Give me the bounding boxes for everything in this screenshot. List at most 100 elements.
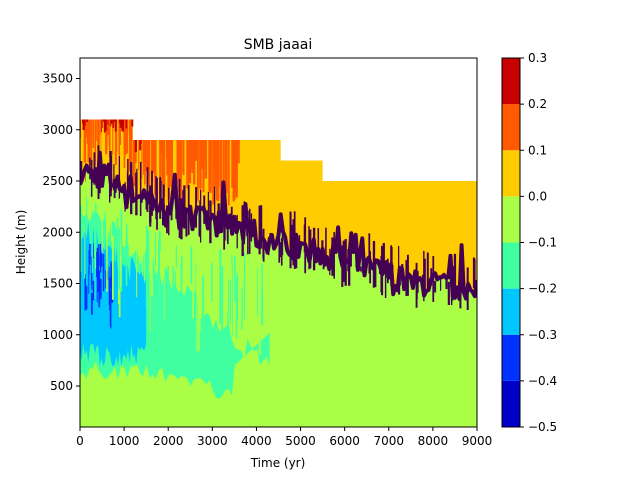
accumulation-strong-streak [118,119,122,145]
ablation-very-strong-streak [89,243,91,265]
accumulation-strong-streak [167,140,170,200]
accumulation-strong-streak [85,119,88,138]
accumulation-strong-streak [152,140,156,158]
ablation-streak [149,261,151,331]
y-tick-label: 500 [50,379,73,393]
colorbar-segment [502,288,520,335]
ablation-very-strong-streak [96,247,99,278]
x-tick-label: 0 [76,434,84,448]
accumulation-max-streak [131,119,134,127]
ablation-very-strong-streak [84,274,86,311]
ablation-streak [147,230,150,282]
x-tick-label: 4000 [241,434,272,448]
accumulation-strong-streak [141,140,143,163]
ablation-streak [172,266,174,302]
ablation-streak [163,268,165,321]
ablation-streak [192,241,194,319]
accumulation-strong-streak [165,140,168,160]
accumulation-strong-streak [237,140,240,164]
ablation-streak [196,256,197,289]
ablation-streak [80,205,82,272]
accumulation-strong-streak [88,119,91,172]
accumulation-strong-streak [92,119,95,148]
accumulation-strong-streak [112,119,114,156]
accumulation-strong-streak [108,119,111,158]
accumulation-strong-streak [146,140,150,178]
accumulation-strong-streak [187,140,191,184]
accumulation-max-streak [121,119,123,125]
accumulation-strong-streak [144,140,148,172]
ablation-streak [190,247,193,284]
ablation-streak [181,255,183,283]
ablation-streak [234,256,236,302]
accumulation-strong-streak [200,140,202,183]
x-axis: 0 1000 2000 3000 4000 5000 6000 7000 8000 9000 [76,427,492,448]
chart-title: SMB jaaai [244,37,313,53]
ablation-streak [136,233,138,298]
ablation-streak [180,264,182,333]
ablation-streak [118,228,121,290]
accumulation-strong-streak [94,119,97,166]
y-tick-label: 3000 [42,123,73,137]
accumulation-strong-streak [227,140,230,206]
ablation-streak [261,263,263,323]
accumulation-strong-streak [203,140,206,163]
accumulation-max-streak [119,119,122,128]
ablation-streak [120,211,123,292]
accumulation-strong-streak [143,140,146,175]
accumulation-strong-streak [160,140,163,153]
accumulation-strong-streak [132,140,136,187]
ablation-streak [150,232,153,297]
accumulation-strong-streak [233,140,236,200]
ablation-streak [91,209,93,274]
ablation-streak [199,250,201,331]
accumulation-max-streak [84,119,86,126]
accumulation-strong-streak [138,140,140,170]
ablation-very-strong-streak [105,270,107,289]
ablation-streak [227,284,230,312]
accumulation-strong-streak [194,140,198,161]
ablation-streak [146,225,148,260]
accumulation-strong-streak [200,140,203,169]
ablation-streak [239,287,242,345]
accumulation-strong-streak [80,119,81,139]
accumulation-strong-streak [210,140,212,176]
ablation-streak [261,293,264,325]
accumulation-max-streak [121,119,124,131]
colorbar-segment [502,150,520,197]
ablation-streak [229,279,231,325]
ablation-streak [175,245,177,269]
ablation-streak [104,210,106,233]
x-tick-label: 9000 [462,434,493,448]
accumulation-strong-streak [197,140,199,203]
ablation-streak [241,288,243,330]
accumulation-max-streak [110,119,113,124]
ablation-streak [145,255,147,308]
ablation-streak [154,233,156,266]
accumulation-strong-streak [170,140,172,187]
accumulation-strong-streak [216,140,220,202]
x-tick-label: 6000 [329,434,360,448]
colorbar-tick-label: 0.2 [528,97,547,111]
ablation-very-strong-streak [109,290,112,327]
accumulation-strong-streak [125,119,127,156]
ablation-streak [221,266,224,344]
ablation-very-strong-streak [102,268,105,292]
ablation-very-strong-streak [90,293,93,315]
accumulation-max-streak [139,140,142,151]
ablation-streak [243,287,244,359]
colorbar-tick-label: −0.4 [528,374,557,388]
ablation-very-strong-streak [109,277,111,292]
ablation-very-strong-streak [100,252,103,267]
y-tick-label: 1000 [42,328,73,342]
ablation-streak [231,262,233,337]
accumulation-strong-streak [163,140,166,197]
accumulation-strong-streak [151,140,154,182]
ablation-streak [226,278,229,313]
accumulation-strong-streak [99,119,101,135]
plot-frame [79,57,478,428]
ablation-streak [143,241,145,281]
colorbar: −0.5 −0.4 −0.3 −0.2 −0.1 0.0 0.1 0.2 0.3 [501,51,557,434]
accumulation-max-streak [114,119,117,132]
